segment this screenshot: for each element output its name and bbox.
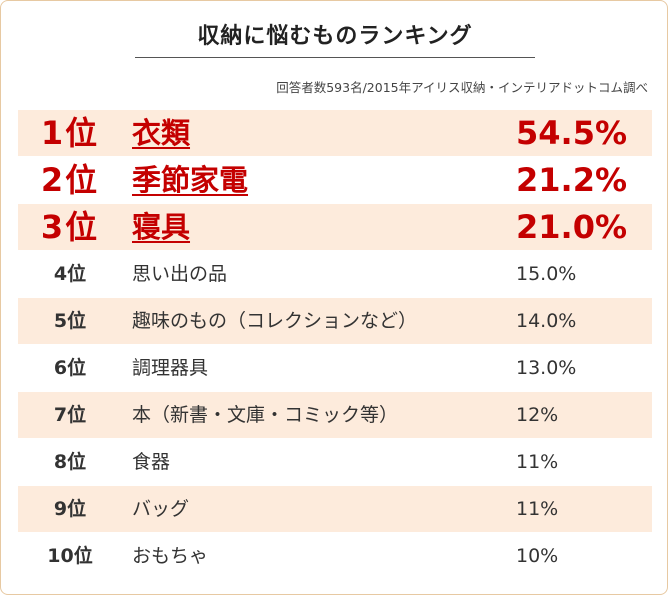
item-label: おもちゃ [132,545,209,567]
table-row: 2位 季節家電 21.2% [18,157,652,203]
percent-value: 21.2% [516,161,628,199]
table-row: 1位 衣類 54.5% [18,110,652,156]
table-row: 10位 おもちゃ 10% [18,533,652,579]
ranking-table: 1位 衣類 54.5% 2位 季節家電 21.2% 3位 寝具 21.0% 4位… [18,110,652,580]
table-row: 8位 食器 11% [18,439,652,485]
percent-value: 21.0% [516,208,628,246]
rank-label: 3位 [40,208,100,246]
item-label[interactable]: 衣類 [132,116,191,150]
table-row: 3位 寝具 21.0% [18,204,652,250]
percent-value: 10% [516,545,559,567]
rank-label: 4位 [53,263,87,285]
percent-value: 13.0% [516,357,577,379]
rank-label: 7位 [53,404,87,426]
rank-label: 2位 [40,161,100,199]
rank-label: 10位 [47,545,93,567]
rank-label: 9位 [53,498,87,520]
table-row: 7位 本（新書・文庫・コミック等） 12% [18,392,652,438]
item-label: 本（新書・文庫・コミック等） [132,404,399,426]
table-row: 6位 調理器具 13.0% [18,345,652,391]
rank-label: 8位 [53,451,87,473]
item-label[interactable]: 季節家電 [132,163,249,197]
item-label: 食器 [132,451,171,473]
rank-label: 6位 [53,357,87,379]
percent-value: 54.5% [516,114,628,152]
item-label: 趣味のもの（コレクションなど） [132,310,418,332]
percent-value: 11% [516,498,559,520]
ranking-title: 収納に悩むものランキング [197,24,473,49]
rank-label: 5位 [53,310,87,332]
table-row: 9位 バッグ 11% [18,486,652,532]
item-label: バッグ [132,498,190,520]
percent-value: 11% [516,451,559,473]
title-divider [135,57,535,58]
percent-value: 15.0% [516,263,577,285]
percent-value: 14.0% [516,310,577,332]
item-label: 調理器具 [132,357,209,379]
survey-source-note: 回答者数593名/2015年アイリス収納・インテリアドットコム調べ [276,80,648,95]
item-label: 思い出の品 [132,263,228,285]
table-row: 4位 思い出の品 15.0% [18,251,652,297]
item-label[interactable]: 寝具 [132,210,191,244]
percent-value: 12% [516,404,559,426]
rank-label: 1位 [40,114,100,152]
table-row: 5位 趣味のもの（コレクションなど） 14.0% [18,298,652,344]
